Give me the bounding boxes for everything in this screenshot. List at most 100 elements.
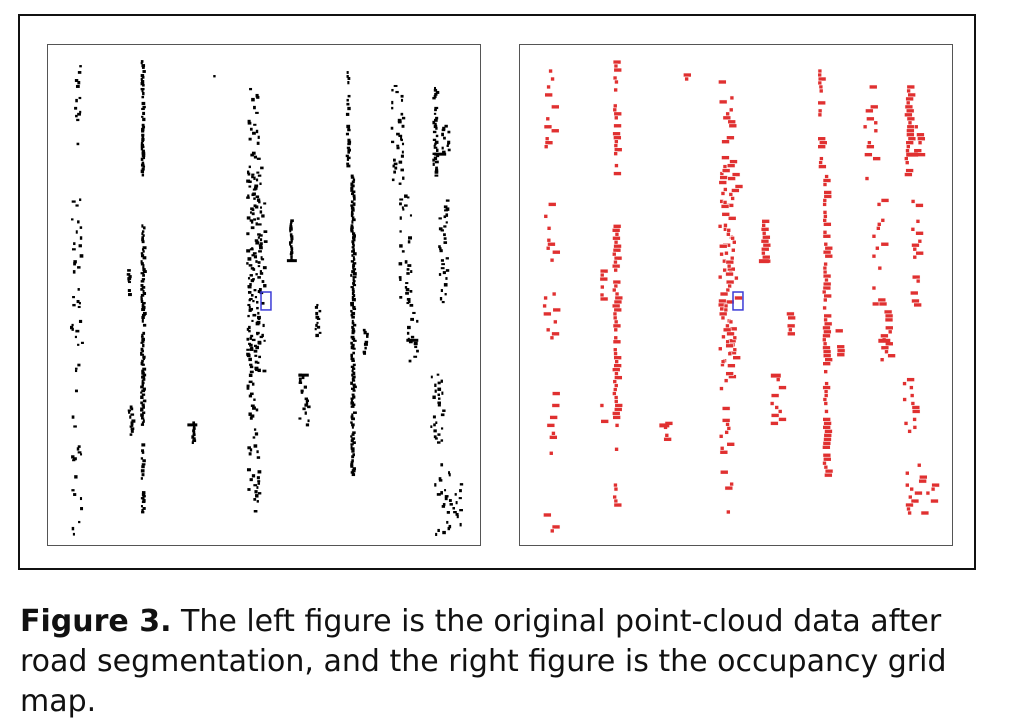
point-mark	[435, 532, 438, 536]
point-mark	[400, 94, 404, 98]
point-mark	[246, 262, 249, 265]
point-mark	[352, 383, 356, 387]
point-mark	[75, 84, 80, 88]
point-mark	[435, 116, 439, 120]
point-mark	[599, 268, 609, 274]
point-mark	[286, 259, 297, 263]
point-mark	[613, 351, 618, 357]
point-mark	[434, 389, 437, 393]
point-mark	[727, 283, 732, 289]
point-mark	[350, 228, 354, 232]
point-mark	[817, 76, 827, 82]
point-mark	[761, 250, 766, 256]
point-mark	[405, 288, 410, 292]
point-mark	[612, 339, 622, 345]
point-mark	[446, 511, 450, 514]
point-mark	[442, 530, 446, 535]
point-mark	[142, 355, 146, 359]
point-mark	[318, 331, 322, 334]
point-mark	[129, 405, 133, 409]
point-mark	[822, 305, 827, 311]
point-mark	[352, 248, 355, 252]
point-mark	[437, 433, 441, 436]
point-mark	[347, 140, 352, 144]
point-mark	[719, 251, 724, 257]
point-mark	[440, 491, 443, 495]
point-mark	[140, 423, 145, 426]
point-mark	[407, 240, 411, 244]
point-mark	[141, 379, 144, 383]
point-mark	[142, 399, 147, 403]
point-mark	[760, 227, 770, 232]
point-mark	[817, 68, 823, 74]
point-mark	[822, 202, 827, 207]
point-mark	[253, 289, 257, 292]
point-mark	[130, 413, 135, 416]
point-mark	[599, 403, 605, 408]
point-mark	[142, 256, 147, 260]
point-mark	[261, 214, 265, 218]
point-mark	[391, 178, 395, 182]
point-mark	[246, 353, 251, 358]
point-mark	[824, 253, 834, 259]
point-mark	[141, 465, 145, 469]
point-mark	[823, 437, 832, 442]
point-mark	[436, 441, 441, 444]
point-mark	[350, 365, 355, 369]
point-mark	[315, 315, 320, 319]
point-mark	[352, 305, 356, 309]
point-mark	[257, 174, 262, 177]
point-mark	[350, 405, 355, 408]
point-mark	[141, 76, 145, 79]
point-mark	[141, 107, 145, 111]
point-mark	[612, 415, 621, 420]
point-mark	[350, 174, 354, 177]
point-mark	[351, 270, 356, 274]
point-mark	[719, 469, 729, 475]
point-mark	[862, 124, 868, 130]
point-mark	[142, 234, 145, 237]
point-mark	[304, 403, 308, 407]
point-mark	[351, 393, 355, 396]
point-mark	[915, 219, 921, 224]
point-mark	[253, 398, 256, 401]
point-mark	[907, 136, 917, 142]
point-mark	[905, 96, 914, 102]
point-mark	[915, 278, 921, 284]
point-mark	[289, 229, 292, 233]
point-mark	[405, 282, 409, 285]
point-mark	[438, 227, 443, 231]
point-mark	[249, 211, 252, 214]
point-mark	[252, 192, 256, 196]
point-mark	[250, 294, 254, 297]
point-mark	[907, 510, 912, 516]
point-mark	[253, 176, 256, 180]
point-mark	[140, 62, 143, 65]
point-mark	[350, 435, 353, 438]
point-mark	[904, 112, 913, 118]
point-mark	[351, 246, 355, 249]
point-mark	[130, 429, 134, 433]
point-mark	[397, 118, 402, 123]
point-mark	[255, 494, 259, 498]
point-mark	[77, 451, 82, 454]
point-mark	[394, 166, 398, 170]
point-mark	[611, 287, 617, 293]
point-mark	[545, 327, 551, 333]
point-mark	[259, 182, 262, 186]
point-mark	[433, 88, 438, 92]
point-mark	[351, 220, 354, 224]
point-mark	[290, 247, 294, 251]
point-mark	[347, 142, 351, 146]
point-mark	[912, 425, 918, 430]
point-mark	[351, 373, 354, 377]
point-mark	[253, 204, 257, 208]
point-mark	[141, 403, 145, 407]
point-mark	[352, 252, 357, 256]
point-mark	[128, 281, 132, 284]
point-mark	[818, 88, 824, 94]
point-mark	[249, 363, 253, 366]
point-mark	[732, 335, 738, 341]
point-mark	[724, 485, 734, 491]
point-mark	[352, 262, 357, 265]
